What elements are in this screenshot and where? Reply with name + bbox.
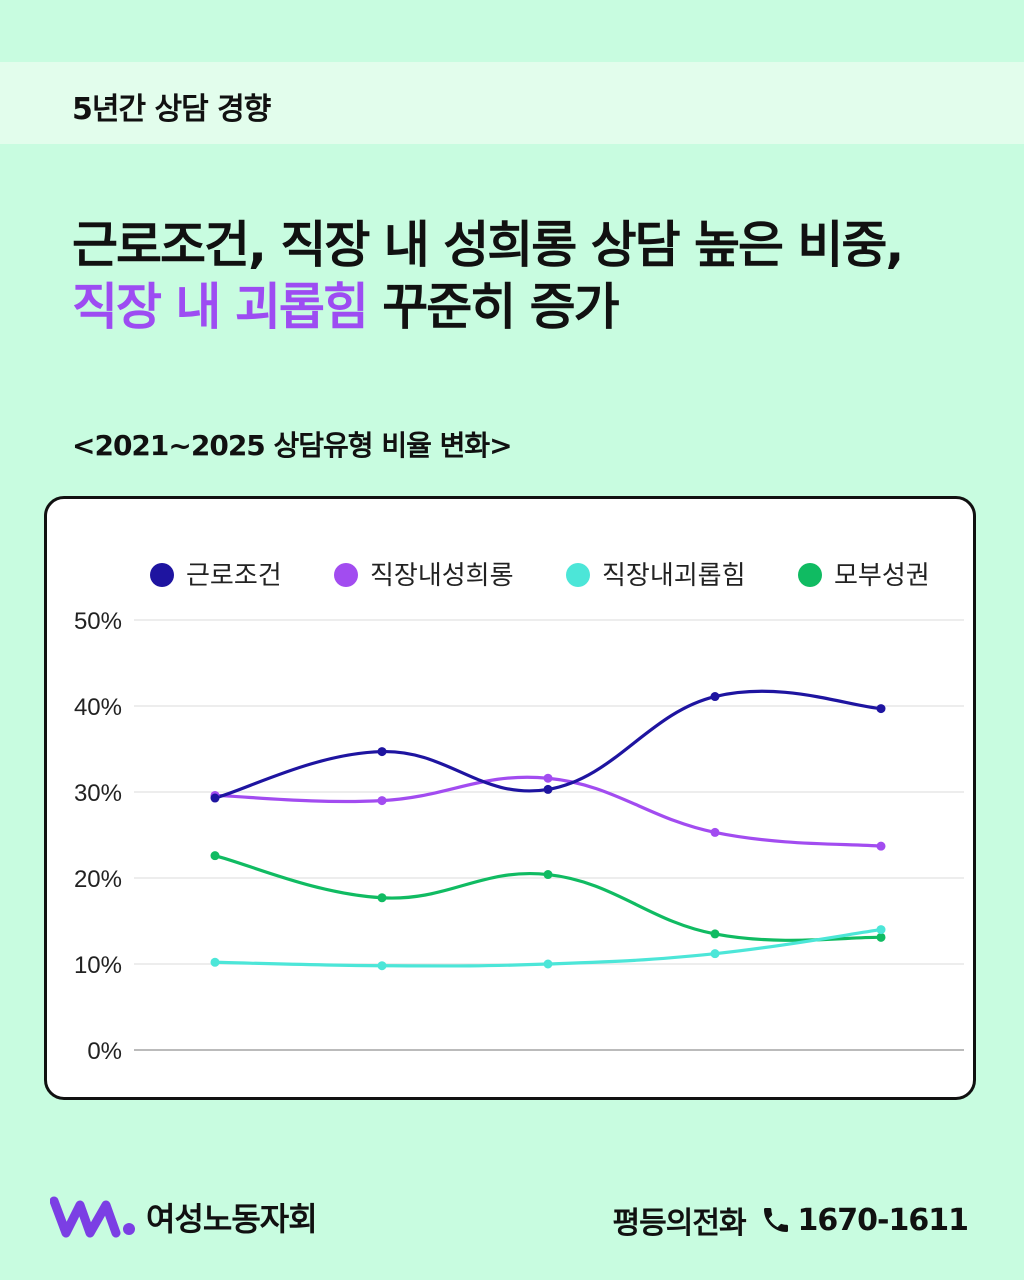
y-tick-label: 20% bbox=[74, 866, 122, 893]
data-point bbox=[876, 925, 886, 935]
data-point bbox=[543, 773, 553, 783]
legend-label: 근로조건 bbox=[186, 561, 282, 591]
phone-icon bbox=[760, 1204, 792, 1236]
legend-marker bbox=[150, 563, 174, 587]
data-point bbox=[210, 851, 220, 861]
y-tick-label: 10% bbox=[74, 952, 122, 979]
data-point bbox=[377, 893, 387, 903]
headline: 근로조건, 직장 내 성희롱 상담 높은 비중, 직장 내 괴롭힘 꾸준히 증가 bbox=[72, 214, 904, 338]
legend-label: 직장내괴롭힘 bbox=[602, 561, 746, 591]
headline-line-2: 직장 내 괴롭힘 꾸준히 증가 bbox=[72, 276, 902, 338]
y-tick-label: 50% bbox=[74, 608, 122, 635]
hotline-label: 평등의전화 bbox=[612, 1206, 747, 1241]
data-point bbox=[876, 932, 886, 942]
data-point bbox=[710, 949, 720, 959]
data-point bbox=[377, 796, 387, 806]
data-point bbox=[210, 793, 220, 803]
chart-caption: <2021~2025 상담유형 비율 변화> bbox=[72, 429, 513, 462]
data-point bbox=[710, 929, 720, 939]
hotline: 평등의전화 1670-1611 bbox=[612, 1198, 969, 1242]
brand-name: 여성노동자회 bbox=[146, 1200, 318, 1238]
headline-line-1: 근로조건, 직장 내 성희롱 상담 높은 비중, bbox=[72, 216, 904, 274]
y-tick-label: 40% bbox=[74, 694, 122, 721]
section-title: 5년간 상담 경향 bbox=[72, 92, 271, 127]
headline-rest: 꾸준히 증가 bbox=[366, 278, 619, 336]
data-point bbox=[543, 870, 553, 880]
chart-card: 0% 10% 20% 30% 40% 50% 근로조건 직장내성희롱 직장내괴롭힘 모부성권 bbox=[44, 496, 976, 1100]
legend-marker bbox=[798, 563, 822, 587]
data-point bbox=[876, 841, 886, 851]
line-chart: 0% 10% 20% 30% 40% 50% 근로조건 직장내성희롱 직장내괴롭힘 모부성권 bbox=[74, 561, 964, 1065]
hotline-number: 1670-1611 bbox=[797, 1202, 969, 1238]
data-point bbox=[876, 704, 886, 714]
section-header-band: 5년간 상담 경향 bbox=[0, 62, 1024, 144]
brand-mark-icon bbox=[50, 1196, 135, 1238]
legend-label: 모부성권 bbox=[834, 561, 930, 591]
legend-label: 직장내성희롱 bbox=[370, 561, 514, 591]
data-point bbox=[710, 692, 720, 702]
legend-marker bbox=[334, 563, 358, 587]
brand-logo: 여성노동자회 bbox=[50, 1194, 318, 1240]
data-point bbox=[543, 959, 553, 969]
data-point bbox=[543, 784, 553, 794]
data-point bbox=[210, 957, 220, 967]
legend-marker bbox=[566, 563, 590, 587]
data-point bbox=[710, 827, 720, 837]
y-tick-label: 30% bbox=[74, 780, 122, 807]
data-point bbox=[377, 961, 387, 971]
series-line bbox=[213, 854, 883, 942]
y-tick-label: 0% bbox=[87, 1038, 122, 1065]
data-point bbox=[377, 747, 387, 757]
headline-accent: 직장 내 괴롭힘 bbox=[72, 278, 369, 336]
